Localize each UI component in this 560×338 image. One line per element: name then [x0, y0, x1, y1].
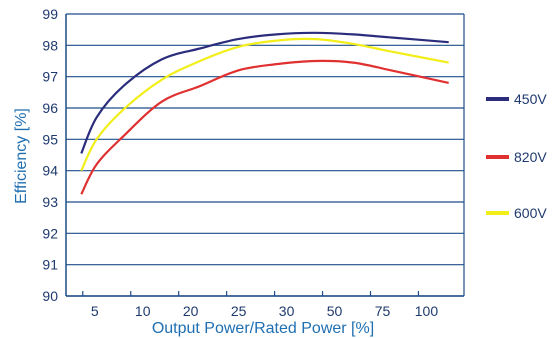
series-line-450V — [80, 31, 449, 154]
y-tick-label: 97 — [42, 69, 58, 85]
x-tick-label: 10 — [135, 303, 151, 319]
grid-lines — [66, 13, 464, 297]
x-tick-label: 30 — [279, 303, 295, 319]
series-line-600V — [80, 37, 449, 172]
x-tick-label: 50 — [327, 303, 343, 319]
x-tick-label: 75 — [375, 303, 391, 319]
y-axis-title: Efficiency [%] — [13, 108, 30, 204]
y-tick-label: 90 — [42, 288, 58, 304]
y-tick-label: 92 — [42, 225, 58, 241]
legend-label-450V: 450V — [514, 91, 547, 107]
y-tick-label: 94 — [42, 163, 58, 179]
y-tick-label: 96 — [42, 100, 58, 116]
x-axis-title: Output Power/Rated Power [%] — [152, 320, 374, 337]
y-tick-label: 98 — [42, 37, 58, 53]
y-tick-label: 95 — [42, 131, 58, 147]
x-axis-ticks: 5 10 20 25 30 50 75 100 — [82, 291, 439, 319]
x-tick-label: 25 — [231, 303, 247, 319]
series-lines — [80, 31, 449, 195]
legend-label-820V: 820V — [514, 149, 547, 165]
x-tick-label: 20 — [183, 303, 199, 319]
x-tick-label: 100 — [415, 303, 439, 319]
legend-label-600V: 600V — [514, 205, 547, 221]
series-line-820V — [80, 59, 449, 195]
y-axis-ticks: 90 91 92 93 94 95 96 97 98 99 — [42, 6, 58, 304]
legend: 450V 820V 600V — [486, 91, 547, 221]
y-tick-label: 93 — [42, 194, 58, 210]
plot-frame — [65, 14, 465, 297]
y-tick-label: 99 — [42, 6, 58, 22]
x-tick-label: 5 — [91, 303, 99, 319]
y-tick-label: 91 — [42, 257, 58, 273]
